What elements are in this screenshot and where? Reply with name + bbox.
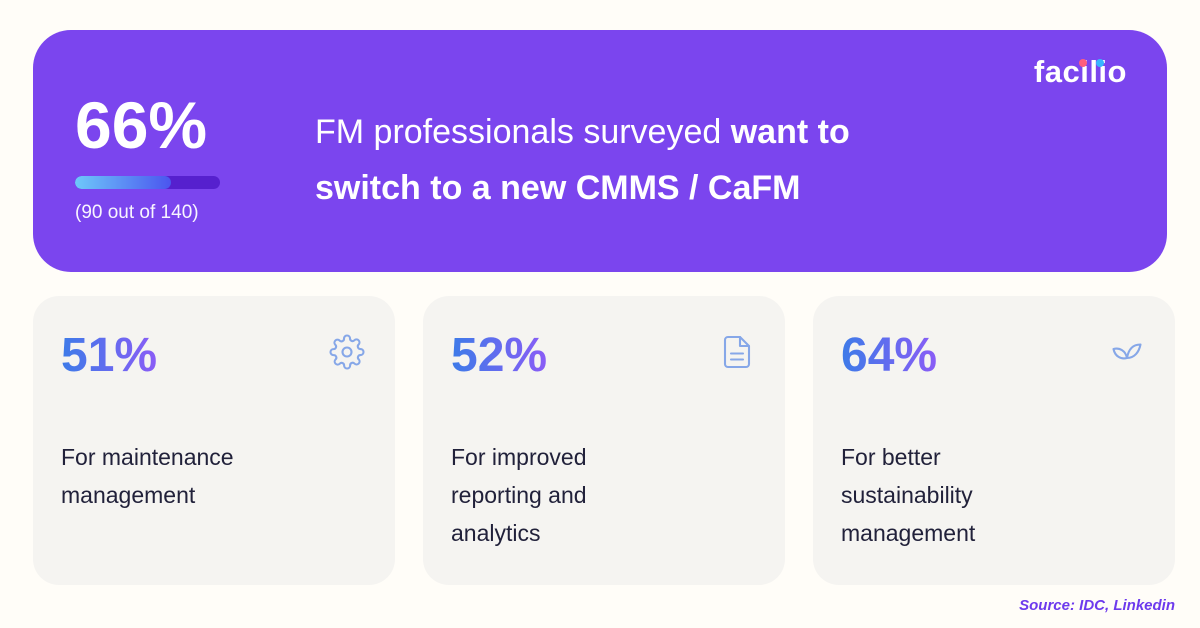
stat-subtext: (90 out of 140) xyxy=(75,202,199,223)
facilio-logo: facilio xyxy=(1034,56,1127,87)
stat-card-sustainability: 64% For better sustainability management xyxy=(813,296,1175,585)
headline: FM professionals surveyed want to switch… xyxy=(315,104,850,216)
stat-cards: 51% For maintenance management 52% xyxy=(33,296,1175,585)
card-percent: 52% xyxy=(451,329,548,382)
leaf-icon xyxy=(1109,334,1145,370)
card-label: For maintenance management xyxy=(61,444,234,508)
card-top-row: 52% xyxy=(451,332,755,380)
card-top-row: 51% xyxy=(61,332,365,380)
banner: facilio 66% (90 out of 140) FM professio… xyxy=(33,30,1167,272)
stat-card-maintenance: 51% For maintenance management xyxy=(33,296,395,585)
document-icon xyxy=(719,334,755,370)
stat-card-reporting: 52% For improved reporting and analytics xyxy=(423,296,785,585)
headline-regular: FM professionals surveyed xyxy=(315,113,731,151)
gear-icon xyxy=(329,334,365,370)
card-label: For improved reporting and analytics xyxy=(451,444,587,546)
headline-bold-line1: want to xyxy=(730,113,850,151)
card-percent: 64% xyxy=(841,329,938,382)
card-percent: 51% xyxy=(61,329,158,382)
source-note: Source: IDC, Linkedin xyxy=(1019,597,1175,614)
card-top-row: 64% xyxy=(841,332,1145,380)
progress-bar xyxy=(75,176,220,189)
card-label: For better sustainability management xyxy=(841,444,976,546)
banner-progress-fill xyxy=(75,176,171,189)
stat-value: 66% xyxy=(75,88,208,162)
headline-stat-block: 66% (90 out of 140) xyxy=(75,92,220,224)
logo-dot-blue xyxy=(1095,59,1104,67)
headline-bold-line2: switch to a new CMMS / CaFM xyxy=(315,169,801,207)
logo-dot-pink xyxy=(1078,59,1087,67)
